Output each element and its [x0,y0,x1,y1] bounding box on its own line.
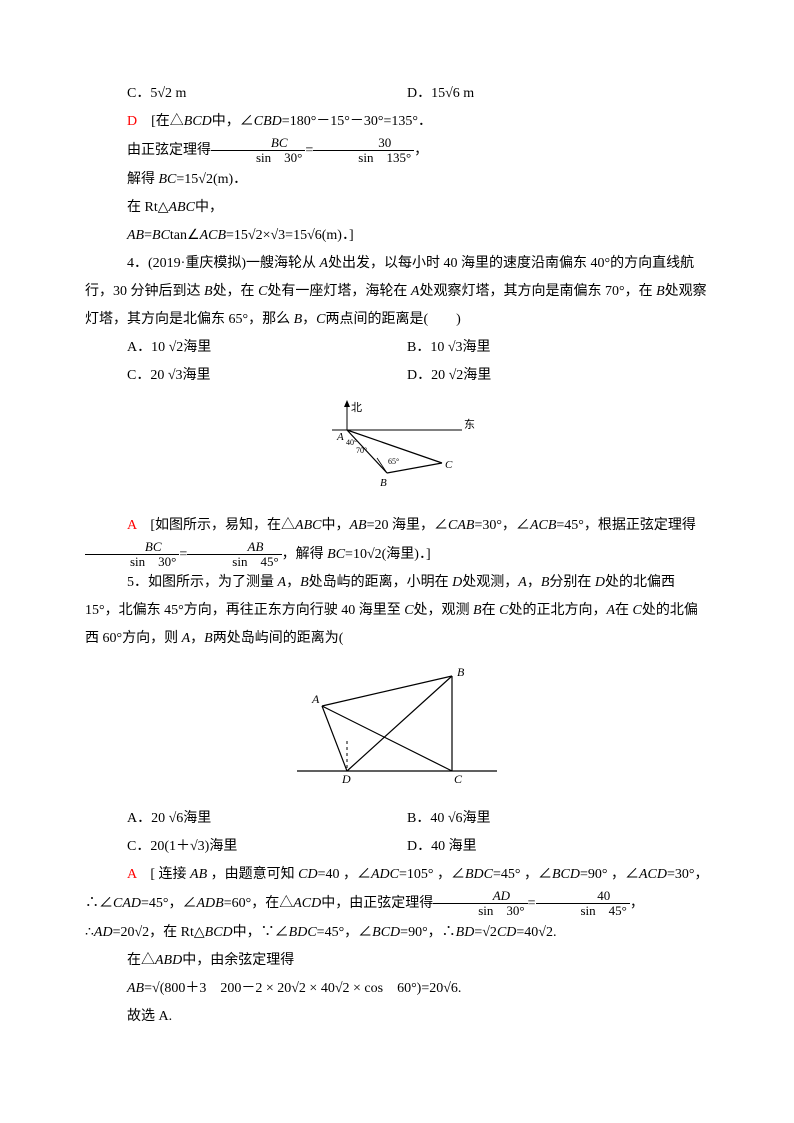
q4-answer: A [127,518,136,533]
q5-opt-d: D．40 海里 [407,833,687,861]
q5-figure: A B C D [85,661,709,797]
q5-opt-a: A．20 √6海里 [127,805,407,833]
svg-text:北: 北 [351,401,362,414]
q5-diagram-icon: A B C D [282,661,512,786]
q3-sol-line5: AB=BCtan∠ACB=15√2×√3=15√6(m)．] [85,222,709,250]
svg-text:B: B [380,477,387,489]
q5-sol-2: ∴AD=20√2，在 Rt△BCD中，∵∠BDC=45°，∠BCD=90°，∴B… [85,919,709,947]
q3-answer: D [127,114,137,129]
svg-text:A: A [336,431,344,443]
q5-sol-5: 故选 A. [85,1003,709,1031]
svg-text:东: 东 [464,418,475,431]
q5-opt-b: B．40 √6海里 [407,805,687,833]
q4-stem: 4．(2019·重庆模拟)一艘海轮从 A处出发，以每小时 40 海里的速度沿南偏… [85,250,709,334]
svg-text:B: B [457,665,465,679]
q3-opt-d: D．15√6 m [407,80,687,108]
svg-text:A: A [311,692,320,706]
q4-sol: A [如图所示，易知，在△ABC中，AB=20 海里，∠CAB=30°，∠ACB… [85,512,709,570]
q4-opt-d: D．20 √2海里 [407,362,687,390]
q3-sol-line1: D [在△BCD中，∠CBD=180°－15°－30°=135°． [85,108,709,136]
q4-diagram-icon: A B C 北 东 40° 70° 65° [312,398,482,493]
q5-opt-c: C．20(1＋√3)海里 [127,833,407,861]
q5-stem: 5．如图所示，为了测量 A，B处岛屿的距离，小明在 D处观测，A，B分别在 D处… [85,569,709,653]
q4-opt-c: C．20 √3海里 [127,362,407,390]
q5-options-ab: A．20 √6海里 B．40 √6海里 [85,805,709,833]
page: C．5√2 m D．15√6 m D [在△BCD中，∠CBD=180°－15°… [0,0,794,1091]
q5-answer: A [127,867,136,882]
q5-options-cd: C．20(1＋√3)海里 D．40 海里 [85,833,709,861]
q5-sol-4: AB=√(800＋3 200－2 × 20√2 × 40√2 × cos 60°… [85,975,709,1003]
q4-options-ab: A．10 √2海里 B．10 √3海里 [85,334,709,362]
q5-sol-1: A [ 连接 AB ，由题意可知 CD=40 ，∠ADC=105° ，∠BDC=… [85,861,709,919]
q3-sol-line4: 在 Rt△ABC中， [85,194,709,222]
q3-sol-line2: 由正弦定理得BCsin 30°=30sin 135°， [85,136,709,166]
q3-opt-c: C．5√2 m [127,80,407,108]
svg-text:70°: 70° [356,446,367,455]
q4-options-cd: C．20 √3海里 D．20 √2海里 [85,362,709,390]
svg-text:D: D [341,772,351,786]
q3-sol-line3: 解得 BC=15√2(m)． [85,166,709,194]
q4-opt-a: A．10 √2海里 [127,334,407,362]
q3-options-cd: C．5√2 m D．15√6 m [85,80,709,108]
q5-sol-3: 在△ABD中，由余弦定理得 [85,947,709,975]
svg-text:C: C [454,772,463,786]
q4-figure: A B C 北 东 40° 70° 65° [85,398,709,504]
q4-opt-b: B．10 √3海里 [407,334,687,362]
svg-text:C: C [445,459,453,471]
svg-text:65°: 65° [388,457,399,466]
